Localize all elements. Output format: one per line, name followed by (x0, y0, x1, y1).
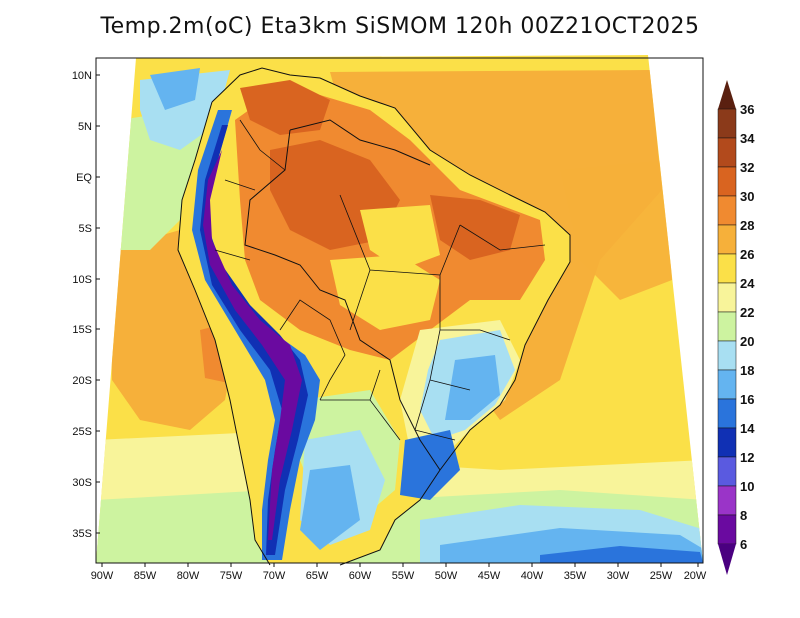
colorbar-label: 8 (740, 508, 747, 523)
colorbar-swatch (717, 485, 737, 516)
lon-label: 80W (177, 570, 200, 582)
lat-label: 25S (72, 426, 92, 438)
state-borders (339, 194, 546, 441)
colorbar-label: 12 (740, 450, 754, 465)
colorbar-swatch (717, 108, 737, 139)
colorbar-tip-bottom (718, 544, 736, 575)
lat-label: 20S (72, 375, 92, 387)
colorbar-swatch (717, 195, 737, 226)
colorbar-label: 30 (740, 189, 754, 204)
lon-label: 65W (306, 570, 329, 582)
lon-label: 45W (478, 570, 501, 582)
colorbar-swatch (717, 369, 737, 400)
country-borders (214, 119, 401, 441)
lat-label: 5S (79, 223, 92, 235)
map-title: Temp.2m(oC) Eta3km SiSMOM 120h 00Z21OCT2… (100, 14, 700, 39)
colorbar-swatch (717, 456, 737, 487)
caribbean-hot (240, 80, 330, 135)
south-deepblue-band (540, 546, 703, 563)
colorbar-swatch (717, 224, 737, 255)
colorbar-label: 24 (740, 276, 755, 291)
colorbar-swatch (717, 137, 737, 168)
colorbar-swatch (717, 514, 737, 545)
lon-label: 20W (684, 570, 707, 582)
colorbar-label: 32 (740, 160, 754, 175)
atlantic-warm-band-2 (560, 160, 672, 300)
lat-label: EQ (76, 172, 92, 184)
colorbar-tip-top (718, 80, 736, 109)
lon-label: 25W (650, 570, 673, 582)
lon-label: 60W (349, 570, 372, 582)
colorbar-swatch (717, 166, 737, 197)
colorbar-label: 20 (740, 334, 754, 349)
colorbar-label: 18 (740, 363, 754, 378)
central-yellow (330, 255, 440, 330)
colorbar-label: 22 (740, 305, 754, 320)
colorbar-label: 36 (740, 102, 754, 117)
lat-axis: 10N 5N EQ 5S 10S 15S 20S 25S 30S 35S (72, 70, 100, 540)
lon-label: 40W (521, 570, 544, 582)
northeast-yellow (360, 205, 440, 270)
boundaries (177, 67, 571, 566)
colorbar-swatch (717, 340, 737, 371)
lat-label: 15S (72, 324, 92, 336)
colorbar-label: 26 (740, 247, 754, 262)
andes-purple (203, 150, 302, 540)
colorbar: 36 34 32 30 28 26 24 22 20 18 16 14 12 1… (717, 80, 755, 575)
colorbar-swatch (717, 427, 737, 458)
colorbar-swatch (717, 398, 737, 429)
lon-label: 55W (392, 570, 415, 582)
southeast-blue (445, 355, 500, 420)
pacific-blue-patch (150, 68, 200, 110)
lat-label: 30S (72, 477, 92, 489)
lon-label: 35W (564, 570, 587, 582)
colorbar-label: 34 (740, 131, 755, 146)
brazil-border (244, 119, 441, 471)
map-frame (95, 57, 704, 564)
south-brazil-blue (400, 430, 460, 500)
colorbar-swatch (717, 282, 737, 313)
lon-label: 50W (435, 570, 458, 582)
colorbar-swatch (717, 311, 737, 342)
coastline (177, 67, 571, 566)
colorbar-label: 6 (740, 537, 747, 552)
lat-label: 35S (72, 528, 92, 540)
colorbar-label: 10 (740, 479, 754, 494)
lon-label: 70W (263, 570, 286, 582)
lat-label: 10N (72, 70, 92, 82)
colorbar-label: 16 (740, 392, 754, 407)
lon-label: 85W (134, 570, 157, 582)
map-field (96, 55, 703, 563)
colorbar-swatch (717, 253, 737, 284)
lon-label: 90W (91, 570, 114, 582)
lon-label: 30W (607, 570, 630, 582)
lat-label: 5N (78, 121, 92, 133)
lon-axis: 90W 85W 80W 75W 70W 65W 60W 55W 50W 45W … (91, 563, 707, 582)
lon-label: 75W (220, 570, 243, 582)
lat-label: 10S (72, 274, 92, 286)
colorbar-label: 14 (740, 421, 755, 436)
colorbar-label: 28 (740, 218, 754, 233)
pampas-blue (300, 465, 360, 550)
